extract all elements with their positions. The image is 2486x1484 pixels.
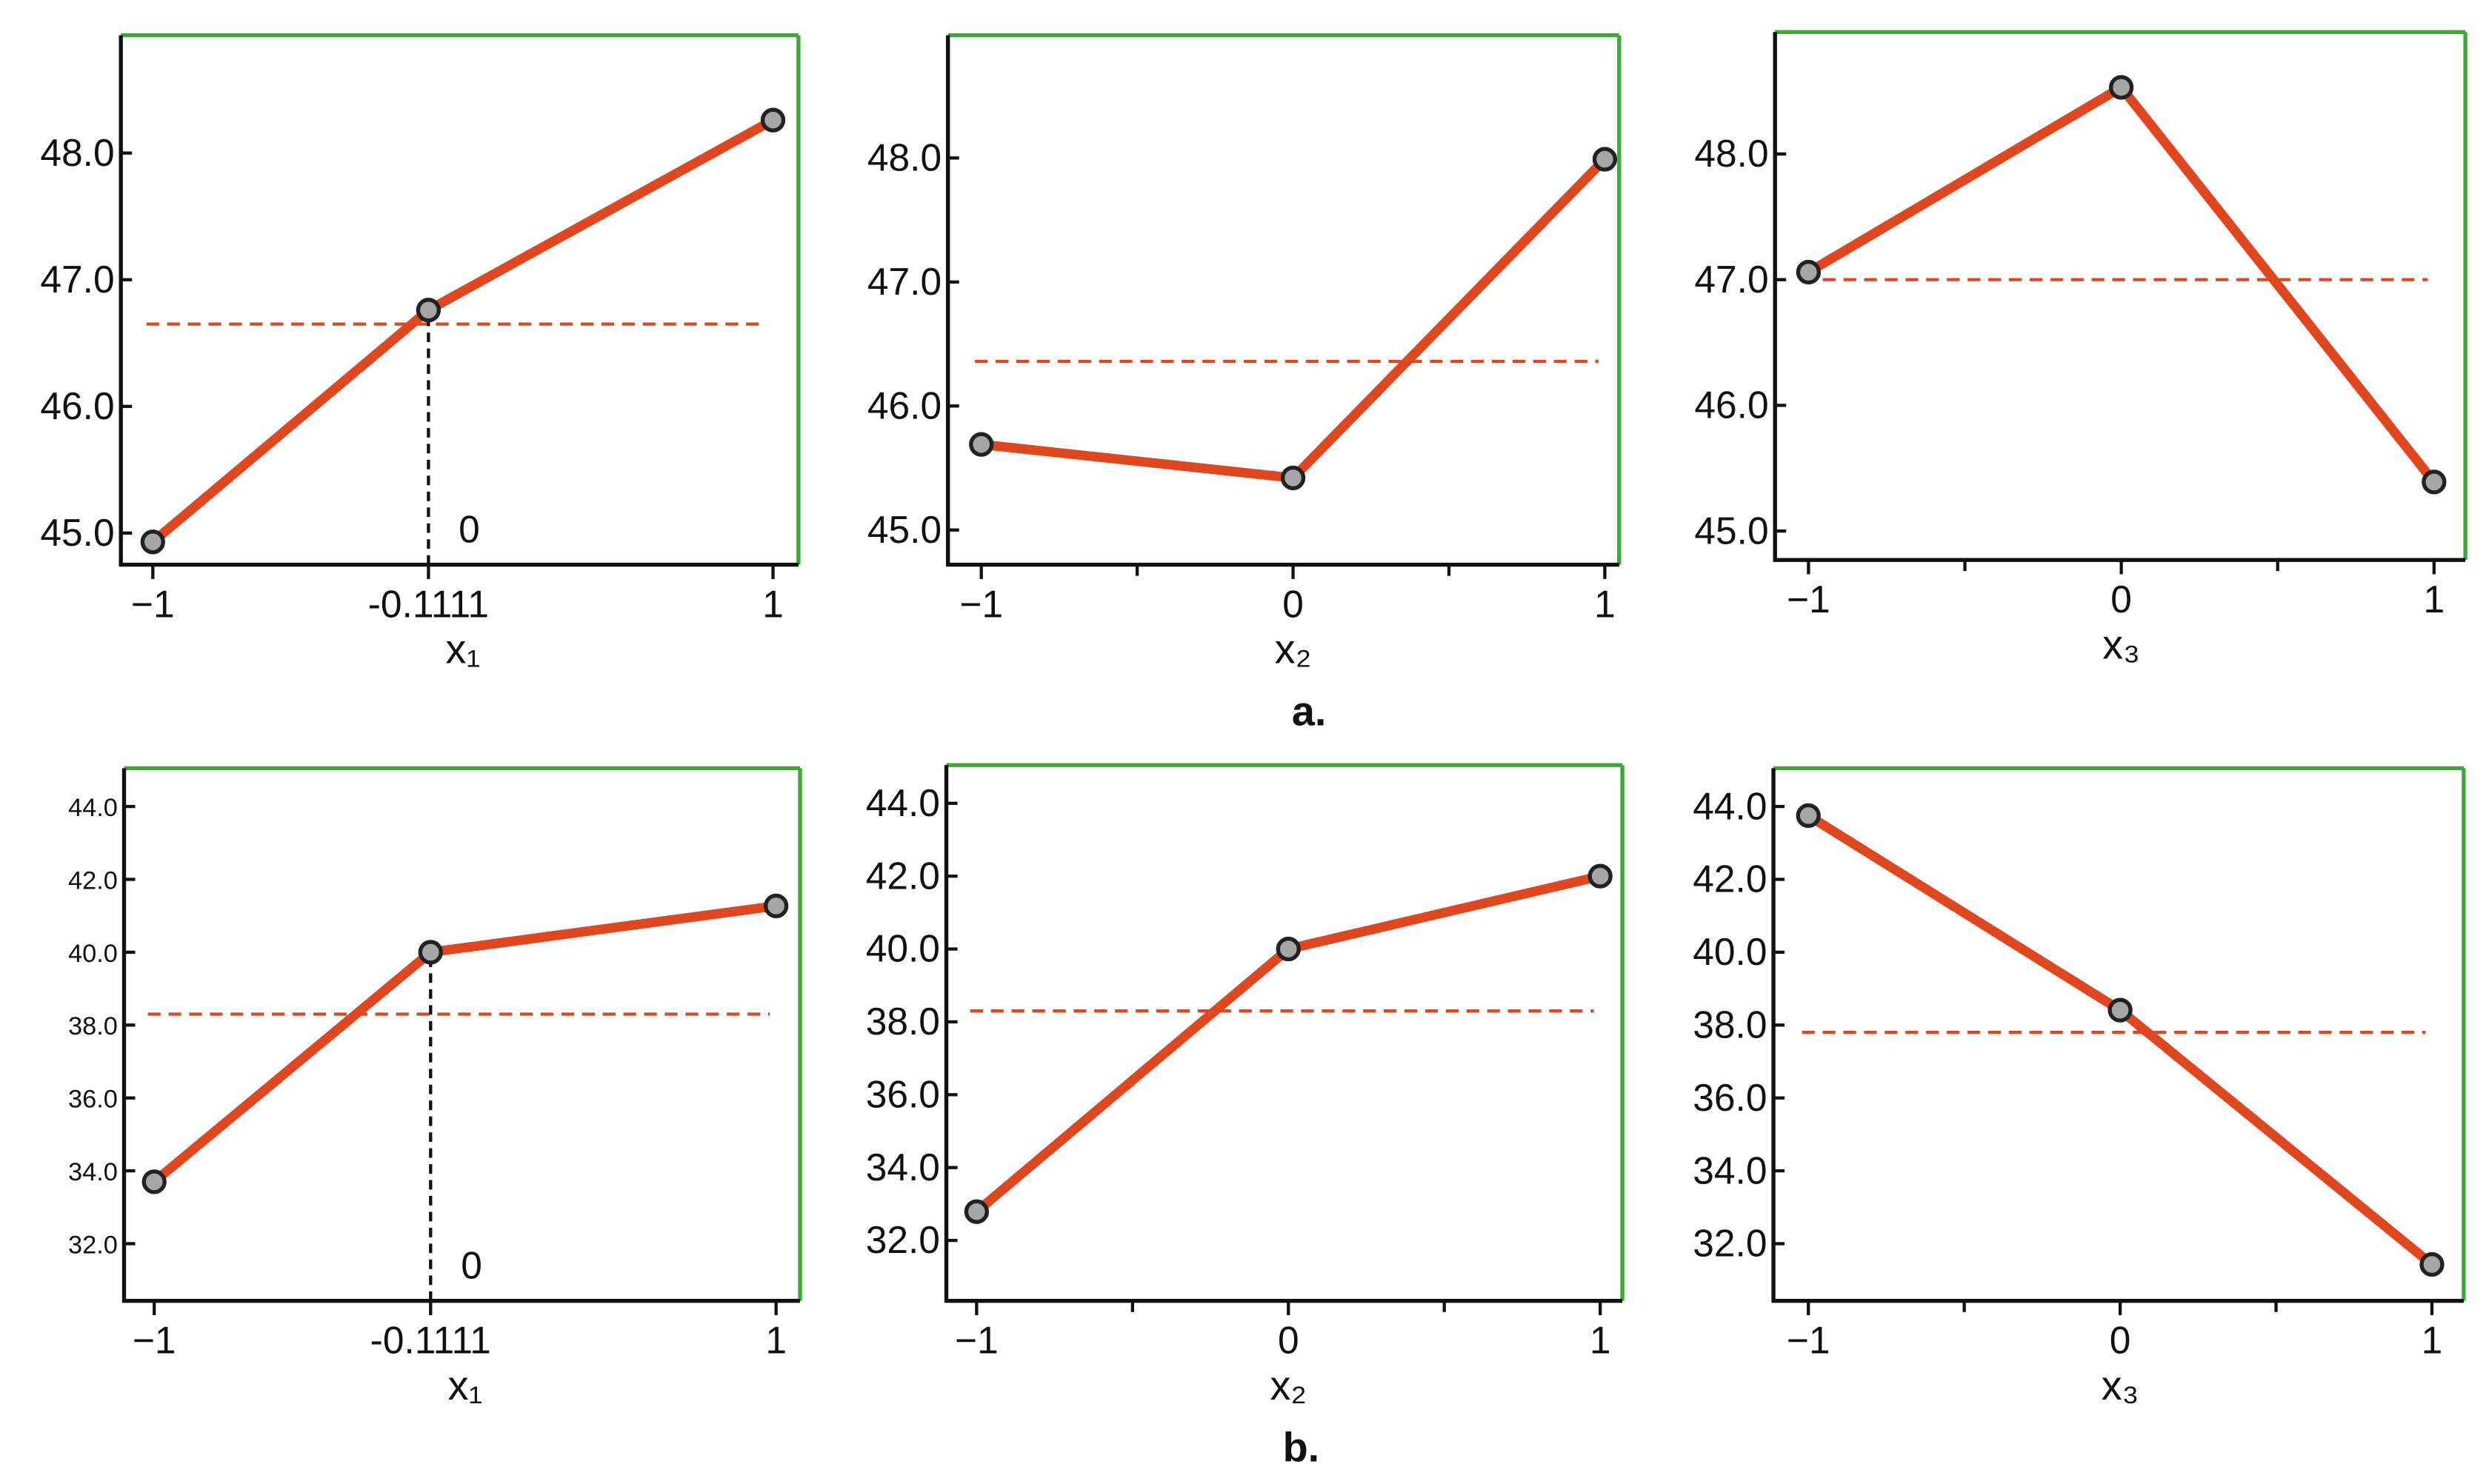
y-tick-label: 38.0 bbox=[68, 1012, 118, 1040]
panel: 45.0 46.0 47.0 48.0 −1 0 1 x₂ bbox=[867, 33, 1622, 672]
panel: 32.0 34.0 36.0 38.0 40.0 42.0 44.0 −1 0 1 x₂ bbox=[866, 763, 1624, 1408]
y-tick-label: 38.0 bbox=[866, 1000, 940, 1043]
x-axis-label: x₁ bbox=[446, 626, 481, 672]
data-point bbox=[760, 107, 786, 133]
x-tick-label: 0 bbox=[2110, 1319, 2131, 1362]
data-point bbox=[764, 893, 789, 919]
x-tick-label: -0.1111 bbox=[368, 582, 489, 625]
x-tick-label: −1 bbox=[131, 582, 175, 625]
annotation: 0 bbox=[461, 1244, 482, 1287]
y-tick-label: 48.0 bbox=[1694, 132, 1768, 175]
x-tick-label: -0.1111 bbox=[370, 1319, 491, 1362]
y-tick-label: 36.0 bbox=[68, 1086, 118, 1114]
data-point bbox=[2108, 75, 2134, 100]
y-tick-label: 44.0 bbox=[1693, 784, 1767, 827]
y-tick-label: 34.0 bbox=[68, 1158, 118, 1186]
x-axis-label: x₂ bbox=[1270, 1362, 1307, 1408]
x-tick-label: −1 bbox=[955, 1319, 999, 1362]
data-line bbox=[981, 156, 1609, 483]
data-point bbox=[1796, 803, 1821, 829]
y-tick-label: 47.0 bbox=[867, 260, 942, 303]
y-tick-label: 47.0 bbox=[40, 258, 114, 301]
y-tick-label: 42.0 bbox=[68, 866, 118, 895]
y-tick-label: 34.0 bbox=[1693, 1149, 1767, 1191]
x-axis-label: x₃ bbox=[2102, 621, 2140, 667]
y-tick-label: 48.0 bbox=[40, 131, 114, 174]
x-axis-label: x₃ bbox=[2102, 1362, 2139, 1408]
panel: 45.0 46.0 47.0 48.0 −1 0 1 x₃ bbox=[1694, 30, 2467, 667]
data-point bbox=[1592, 147, 1618, 172]
y-tick-label: 46.0 bbox=[40, 384, 114, 427]
x-tick-label: −1 bbox=[1787, 578, 1830, 621]
data-point bbox=[416, 298, 441, 323]
y-tick-label: 34.0 bbox=[866, 1146, 940, 1189]
data-point bbox=[2107, 997, 2133, 1023]
x-axis-label: x₁ bbox=[448, 1362, 483, 1408]
y-tick-label: 38.0 bbox=[1693, 1003, 1767, 1046]
y-tick-label: 42.0 bbox=[1693, 858, 1767, 900]
y-tick-label: 40.0 bbox=[866, 927, 940, 970]
annotation: 0 bbox=[459, 508, 480, 551]
data-line bbox=[1805, 811, 2436, 1269]
y-tick-label: 45.0 bbox=[867, 508, 942, 551]
x-tick-label: −1 bbox=[959, 582, 1003, 625]
y-tick-label: 45.0 bbox=[1694, 509, 1768, 552]
y-tick-label: 32.0 bbox=[68, 1231, 118, 1259]
y-tick-label: 48.0 bbox=[867, 136, 942, 179]
x-tick-label: 1 bbox=[1590, 1319, 1611, 1362]
y-tick-label: 32.0 bbox=[866, 1218, 940, 1261]
y-tick-label: 36.0 bbox=[866, 1072, 940, 1115]
y-tick-label: 44.0 bbox=[68, 794, 118, 822]
x-tick-label: 0 bbox=[1282, 582, 1304, 625]
y-tick-label: 40.0 bbox=[1693, 930, 1767, 973]
data-point bbox=[2422, 469, 2447, 495]
caption: a. bbox=[1292, 687, 1327, 734]
data-point bbox=[1587, 863, 1613, 889]
x-tick-label: 1 bbox=[765, 1319, 787, 1362]
data-line bbox=[1806, 82, 2438, 485]
y-tick-label: 45.0 bbox=[40, 511, 114, 554]
x-tick-label: −1 bbox=[1787, 1319, 1830, 1362]
x-tick-label: 1 bbox=[762, 582, 784, 625]
y-tick-label: 32.0 bbox=[1693, 1222, 1767, 1265]
panel: 32.0 34.0 36.0 38.0 40.0 42.0 44.0 −1 0 1 x₃ bbox=[1693, 766, 2466, 1408]
x-tick-label: 0 bbox=[1278, 1319, 1299, 1362]
panel: 45.0 46.0 47.0 48.0 −1 -0.1111 1 x₁ 0 bbox=[40, 33, 801, 672]
x-axis-label: x₂ bbox=[1275, 626, 1312, 672]
data-line bbox=[150, 116, 776, 546]
data-point bbox=[141, 1169, 167, 1194]
data-point bbox=[969, 432, 994, 457]
x-tick-label: 0 bbox=[2110, 578, 2132, 621]
y-tick-label: 40.0 bbox=[68, 940, 118, 968]
data-line bbox=[973, 871, 1602, 1216]
data-point bbox=[1280, 465, 1306, 491]
y-tick-label: 46.0 bbox=[1694, 384, 1768, 427]
panel: 32.0 34.0 36.0 38.0 40.0 42.0 44.0 −1 -0.1111 1 x₁… bbox=[68, 766, 802, 1408]
y-tick-label: 47.0 bbox=[1694, 258, 1768, 301]
x-tick-label: −1 bbox=[133, 1319, 176, 1362]
data-point bbox=[418, 940, 443, 965]
y-tick-label: 36.0 bbox=[1693, 1076, 1767, 1119]
data-point bbox=[1796, 259, 1822, 285]
data-point bbox=[2419, 1251, 2445, 1277]
data-point bbox=[1276, 936, 1301, 962]
y-tick-label: 42.0 bbox=[866, 854, 940, 897]
data-line bbox=[151, 901, 777, 1186]
caption: b. bbox=[1283, 1424, 1320, 1471]
x-tick-label: 1 bbox=[2424, 578, 2445, 621]
data-point bbox=[140, 529, 165, 555]
data-point bbox=[964, 1199, 990, 1224]
y-tick-label: 44.0 bbox=[866, 781, 940, 824]
x-tick-label: 1 bbox=[1594, 582, 1616, 625]
x-tick-label: 1 bbox=[2422, 1319, 2443, 1362]
y-tick-label: 46.0 bbox=[867, 384, 942, 427]
